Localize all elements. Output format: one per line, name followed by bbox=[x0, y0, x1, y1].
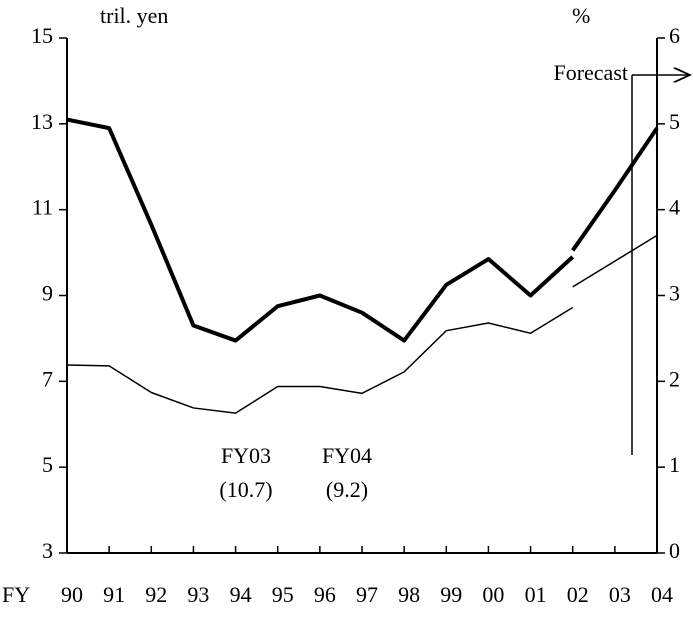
y2-tick-label: 0 bbox=[669, 538, 680, 563]
x-tick-label: 96 bbox=[314, 582, 336, 607]
x-tick-label: 91 bbox=[103, 582, 125, 607]
x-tick-label: 94 bbox=[230, 582, 252, 607]
x-prefix: FY bbox=[2, 582, 30, 607]
forecast-label: Forecast bbox=[553, 60, 628, 85]
line-series bbox=[66, 306, 574, 414]
y-tick-label: 11 bbox=[32, 195, 53, 220]
x-tick-label: 02 bbox=[567, 582, 589, 607]
x-tick-label: 92 bbox=[145, 582, 167, 607]
y-axis-label: tril. yen bbox=[100, 3, 168, 28]
x-tick-label: 95 bbox=[272, 582, 294, 607]
y2-tick-label: 6 bbox=[669, 23, 680, 48]
y-tick-label: 5 bbox=[42, 452, 53, 477]
y-tick-label: 3 bbox=[42, 538, 53, 563]
x-tick-label: 99 bbox=[440, 582, 462, 607]
y-tick-label: 7 bbox=[42, 366, 53, 391]
x-tick-label: 90 bbox=[61, 582, 83, 607]
y2-axis-label: % bbox=[572, 3, 590, 28]
y-tick-label: 9 bbox=[42, 281, 53, 306]
line-series bbox=[572, 234, 658, 288]
y2-tick-label: 5 bbox=[669, 109, 680, 134]
annotation: (10.7) bbox=[219, 477, 272, 502]
annotation: FY03 bbox=[221, 443, 271, 468]
x-tick-label: 01 bbox=[525, 582, 547, 607]
x-tick-label: 98 bbox=[398, 582, 420, 607]
y-tick-label: 15 bbox=[31, 23, 53, 48]
y2-tick-label: 4 bbox=[669, 195, 680, 220]
x-tick-label: 04 bbox=[651, 582, 673, 607]
y2-tick-label: 1 bbox=[669, 452, 680, 477]
x-tick-label: 97 bbox=[356, 582, 378, 607]
y2-tick-label: 3 bbox=[669, 281, 680, 306]
y-tick-label: 13 bbox=[31, 109, 53, 134]
x-tick-label: 00 bbox=[482, 582, 504, 607]
annotation: FY04 bbox=[322, 443, 372, 468]
x-tick-label: 93 bbox=[187, 582, 209, 607]
annotation: (9.2) bbox=[326, 477, 368, 502]
line-series bbox=[571, 127, 659, 252]
line-series bbox=[66, 117, 575, 343]
x-tick-label: 03 bbox=[609, 582, 631, 607]
y2-tick-label: 2 bbox=[669, 366, 680, 391]
